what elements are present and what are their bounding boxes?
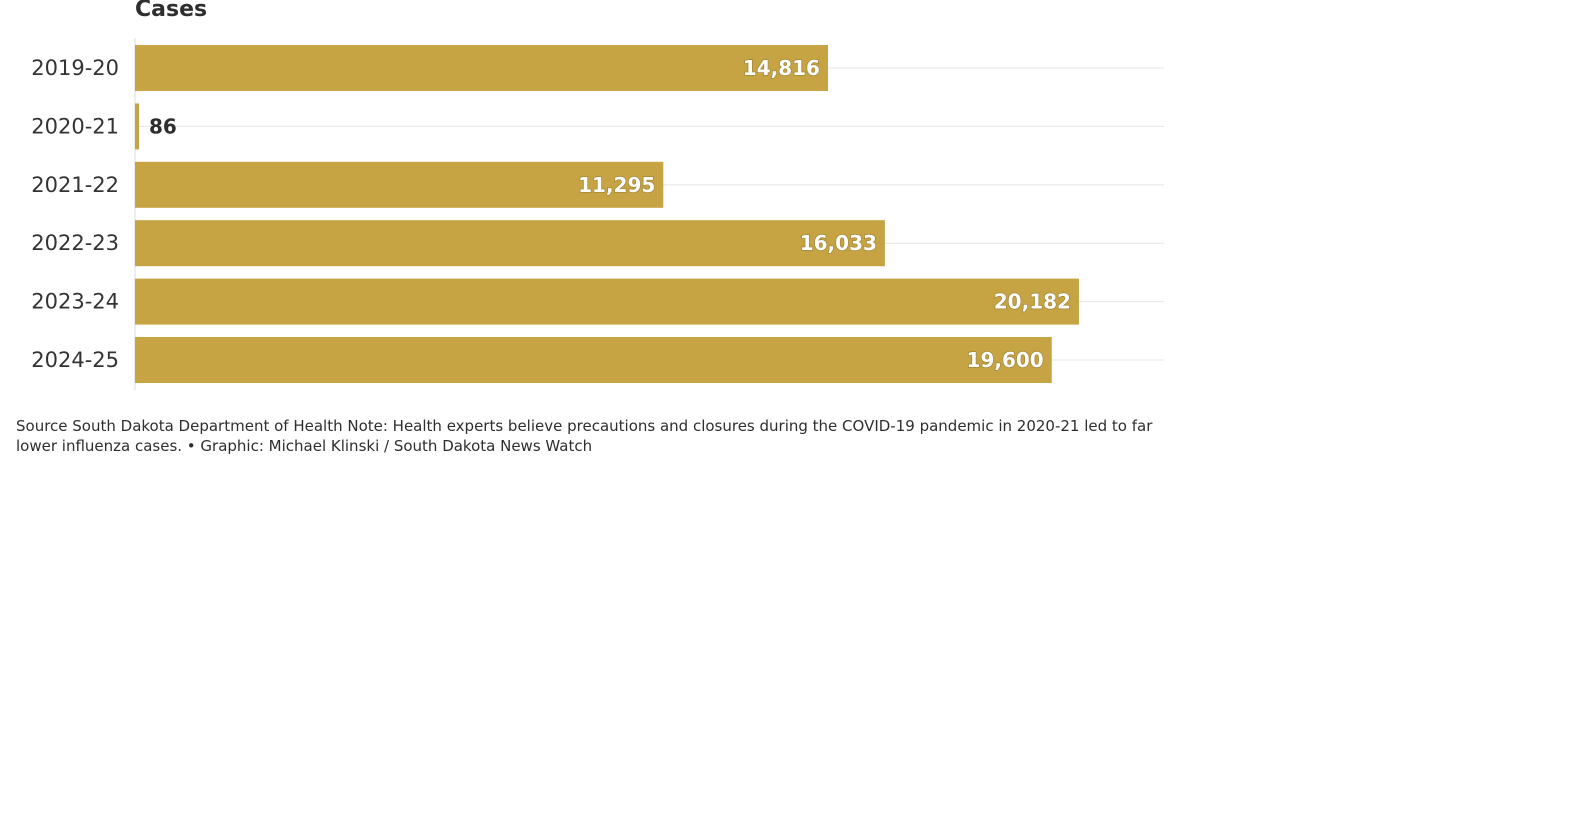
category-label: 2021-22 xyxy=(31,173,119,197)
value-label: 86 xyxy=(149,114,177,138)
bar-2022-23 xyxy=(135,220,885,267)
bar-2019-20 xyxy=(135,45,828,91)
category-label: 2024-25 xyxy=(31,348,119,372)
category-label: 2019-20 xyxy=(31,56,119,80)
category-label: 2023-24 xyxy=(31,290,119,314)
bar-2024-25 xyxy=(135,337,1052,383)
value-label: 11,295 xyxy=(578,173,655,197)
category-label: 2022-23 xyxy=(31,231,119,255)
bar-chart-svg: Cases 2019-20 14,816 2020-21 86 2021-22 11,29… xyxy=(31,0,1164,390)
column-header: Cases xyxy=(135,0,207,22)
bars xyxy=(135,45,1079,383)
value-label: 20,182 xyxy=(994,290,1071,314)
source-note: Source South Dakota Department of Health… xyxy=(16,417,1153,455)
labels: 2019-20 14,816 2020-21 86 2021-22 11,295 2022-… xyxy=(31,55,1071,373)
bar-chart: Cases 2019-20 14,816 2020-21 86 2021-22 11,29… xyxy=(0,0,1190,400)
category-label: 2020-21 xyxy=(31,114,119,138)
value-label: 19,600 xyxy=(967,348,1044,372)
bar-2023-24 xyxy=(135,278,1079,325)
value-label: 14,816 xyxy=(743,56,820,80)
value-label: 16,033 xyxy=(800,231,877,255)
bar-2021-22 xyxy=(135,161,664,208)
bar-2020-21 xyxy=(135,103,140,150)
